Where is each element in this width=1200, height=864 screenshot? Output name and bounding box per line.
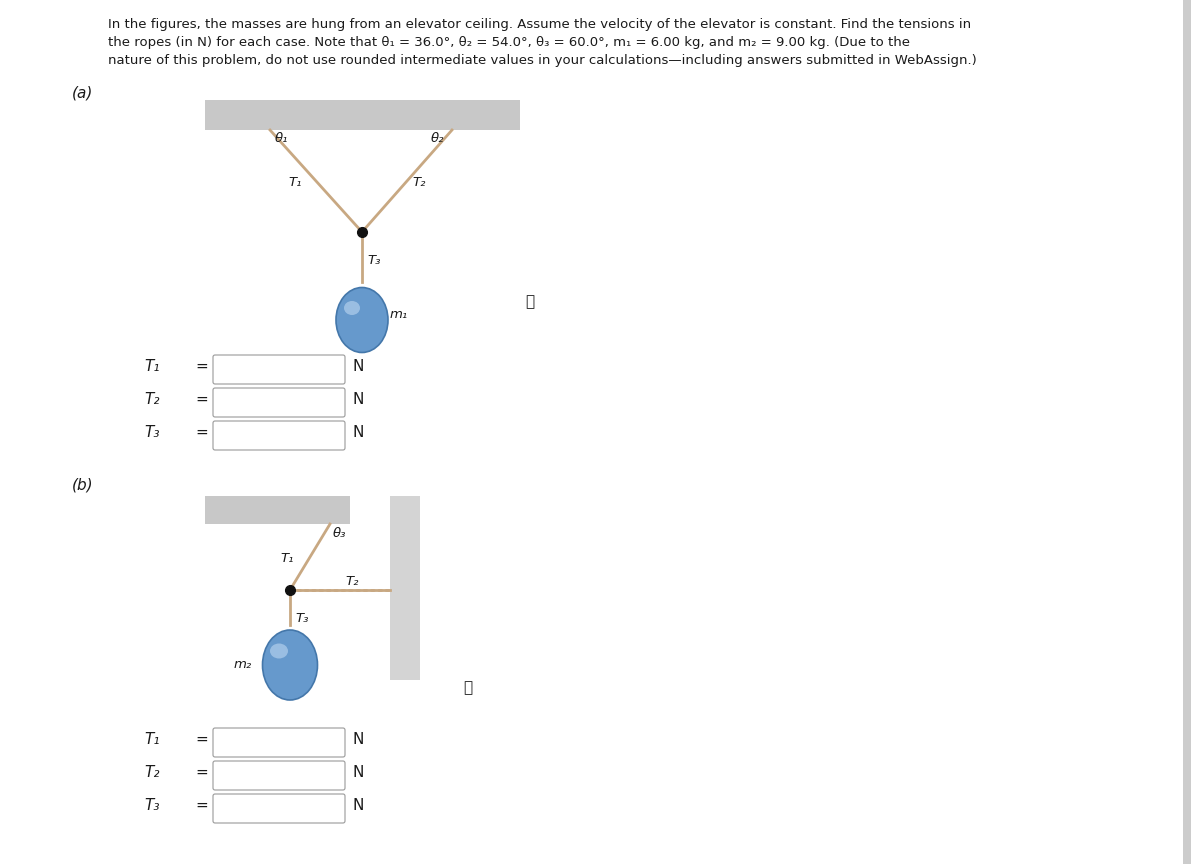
Text: θ₁: θ₁ — [275, 132, 288, 145]
Text: m₂: m₂ — [234, 658, 252, 671]
Text: m₁: m₁ — [390, 308, 408, 321]
Text: T₁: T₁ — [144, 732, 160, 747]
Text: T₁: T₁ — [144, 359, 160, 374]
Text: ⓘ: ⓘ — [526, 295, 534, 309]
Text: N: N — [352, 732, 364, 747]
Text: =: = — [194, 359, 208, 374]
Text: nature of this problem, do not use rounded intermediate values in your calculati: nature of this problem, do not use round… — [108, 54, 977, 67]
FancyBboxPatch shape — [214, 421, 346, 450]
Bar — [390, 496, 420, 680]
Bar — [1183, 0, 1190, 864]
FancyBboxPatch shape — [214, 355, 346, 384]
Text: T₃: T₃ — [144, 798, 160, 813]
Text: θ₂: θ₂ — [431, 132, 444, 145]
Bar — [205, 100, 520, 130]
FancyBboxPatch shape — [214, 388, 346, 417]
Text: N: N — [352, 359, 364, 374]
Text: T₂: T₂ — [346, 575, 359, 588]
Text: the ropes (in N) for each case. Note that θ₁ = 36.0°, θ₂ = 54.0°, θ₃ = 60.0°, m₁: the ropes (in N) for each case. Note tha… — [108, 36, 910, 49]
Text: θ₃: θ₃ — [334, 527, 347, 540]
Ellipse shape — [270, 644, 288, 658]
Text: T₂: T₂ — [144, 765, 160, 780]
Ellipse shape — [263, 630, 318, 700]
Text: N: N — [352, 765, 364, 780]
Text: T₃: T₃ — [144, 425, 160, 440]
Text: =: = — [194, 392, 208, 407]
Text: (b): (b) — [72, 478, 94, 493]
Text: T₂: T₂ — [412, 176, 426, 189]
Text: (a): (a) — [72, 85, 94, 100]
Bar — [205, 496, 350, 524]
Text: T₃: T₃ — [367, 254, 380, 267]
Text: N: N — [352, 392, 364, 407]
Text: =: = — [194, 425, 208, 440]
Bar — [205, 115, 520, 130]
FancyBboxPatch shape — [214, 794, 346, 823]
Text: N: N — [352, 425, 364, 440]
Text: In the figures, the masses are hung from an elevator ceiling. Assume the velocit: In the figures, the masses are hung from… — [108, 18, 971, 31]
Text: =: = — [194, 732, 208, 747]
Ellipse shape — [336, 288, 388, 353]
Text: T₁: T₁ — [288, 176, 301, 189]
Text: T₁: T₁ — [280, 552, 294, 565]
Ellipse shape — [344, 301, 360, 315]
FancyBboxPatch shape — [214, 728, 346, 757]
Text: =: = — [194, 765, 208, 780]
Text: T₃: T₃ — [295, 612, 308, 625]
FancyBboxPatch shape — [214, 761, 346, 790]
Text: =: = — [194, 798, 208, 813]
Text: N: N — [352, 798, 364, 813]
Text: ⓘ: ⓘ — [463, 681, 473, 696]
Text: T₂: T₂ — [144, 392, 160, 407]
Bar — [205, 115, 520, 130]
